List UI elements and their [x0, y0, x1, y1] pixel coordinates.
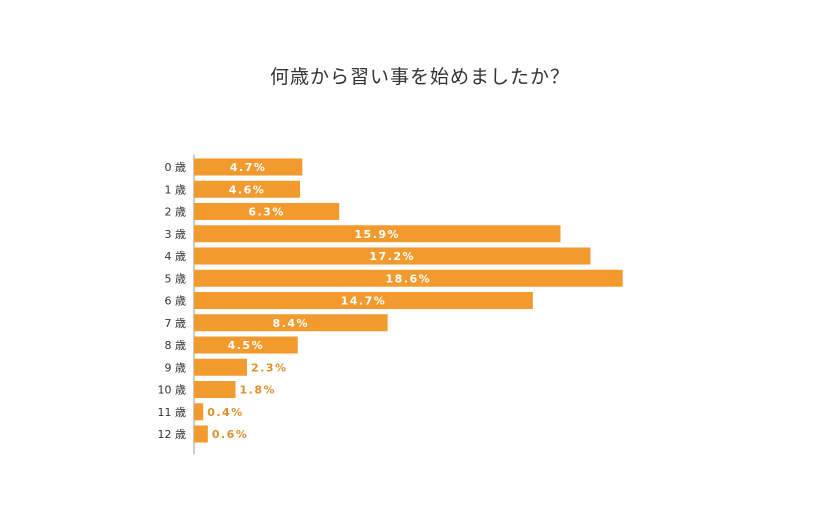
category-label: 1 歳 — [165, 183, 187, 196]
bar — [194, 247, 591, 265]
category-label: 0 歳 — [165, 161, 187, 174]
category-label: 4 歳 — [165, 250, 187, 263]
bar — [194, 269, 623, 287]
bars-group: 0 歳 4.7% 1 歳 4.6% 2 歳 6.3% 3 歳 15.9% 4 歳 17.2% 5 歳… — [158, 158, 623, 443]
value-label: 8.4% — [273, 317, 310, 330]
category-label: 6 歳 — [165, 295, 187, 308]
value-label: 4.6% — [229, 183, 266, 196]
value-label: 18.6% — [386, 272, 432, 285]
bar — [194, 314, 388, 332]
category-label: 3 歳 — [165, 228, 187, 241]
category-label: 11 歳 — [158, 406, 187, 419]
category-label: 2 歳 — [165, 206, 187, 219]
value-label: 6.3% — [248, 206, 285, 219]
bar — [194, 158, 303, 176]
category-label: 9 歳 — [165, 361, 187, 374]
bar — [194, 381, 236, 398]
value-label: 4.7% — [230, 161, 267, 174]
bar — [194, 403, 204, 421]
bar — [194, 336, 298, 354]
category-label: 10 歳 — [158, 384, 187, 397]
bar — [194, 225, 561, 243]
category-label: 7 歳 — [165, 317, 187, 330]
category-label: 8 歳 — [165, 339, 187, 352]
value-label: 14.7% — [341, 295, 387, 308]
value-label: 0.4% — [207, 406, 244, 419]
value-label: 2.3% — [251, 361, 288, 374]
bar — [194, 292, 533, 309]
bar — [194, 180, 301, 198]
category-label: 5 歳 — [165, 272, 187, 285]
value-label: 1.8% — [239, 384, 276, 397]
chart-title: 何歳から習い事を始めましたか？ — [269, 66, 570, 88]
bar — [194, 203, 340, 220]
bar — [194, 358, 248, 376]
value-label: 4.5% — [228, 339, 265, 352]
value-label: 17.2% — [369, 250, 415, 263]
value-label: 0.6% — [212, 428, 249, 441]
category-label: 12 歳 — [158, 428, 187, 441]
value-label: 15.9% — [354, 228, 400, 241]
bar — [194, 425, 208, 443]
